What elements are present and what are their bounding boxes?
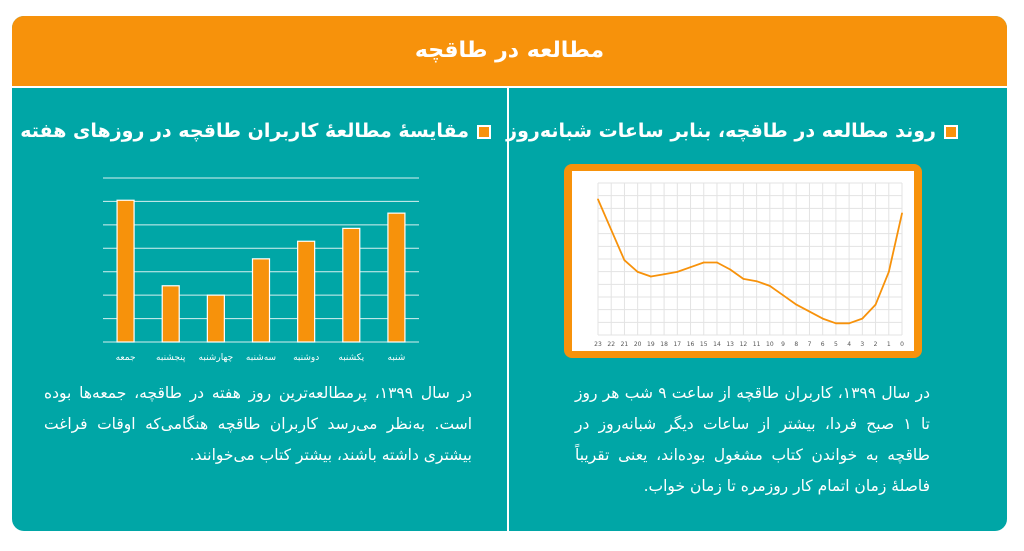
line-chart-point — [597, 198, 599, 201]
line-chart-point — [861, 317, 864, 320]
right-heading-text: روند مطالعه در طاقچه، بنابر ساعات شبانه‌… — [506, 120, 936, 142]
left-panel-heading: مقایسهٔ مطالعهٔ کاربران طاقچه در روزهای … — [20, 120, 491, 142]
line-chart-x-tick: 3 — [860, 341, 864, 348]
panel-divider — [507, 88, 509, 531]
line-chart-x-tick: 23 — [594, 341, 602, 348]
line-chart-x-tick: 5 — [834, 341, 838, 348]
line-chart-x-tick: 1 — [887, 341, 891, 348]
right-panel-paragraph: در سال ۱۳۹۹، کاربران طاقچه از ساعت ۹ شب … — [575, 384, 930, 495]
line-chart-point — [676, 270, 679, 273]
line-chart-point — [755, 280, 758, 283]
bar-chart-bar — [342, 227, 361, 343]
bar-chart-bar — [297, 240, 316, 343]
line-chart-point — [821, 317, 824, 320]
bar-chart-category-label: یکشنبه — [338, 353, 364, 363]
line-chart-point — [887, 270, 890, 273]
bar-chart-bar — [161, 285, 180, 343]
title-banner: مطالعه در طاقچه — [12, 16, 1007, 88]
line-chart-x-tick: 6 — [821, 341, 825, 348]
line-chart-point — [663, 273, 665, 276]
line-chart-point — [689, 266, 692, 269]
line-chart-x-tick: 20 — [634, 341, 642, 348]
line-chart: 23 22 21 20 19 18 17 16 15 14 13 12 11 10 9 8 7 6 5 4 3 2 1 0 — [594, 182, 904, 348]
bar-chart-bar — [116, 199, 135, 343]
line-chart-x-tick: 8 — [794, 341, 798, 348]
line-chart-x-tick: 19 — [647, 341, 655, 348]
line-chart-point — [835, 322, 837, 325]
line-chart-x-tick: 10 — [766, 341, 774, 348]
bar-chart-bar — [206, 294, 225, 343]
bar-chart-bar — [387, 212, 406, 343]
line-chart-x-tick: 18 — [660, 341, 668, 348]
line-chart-point — [901, 212, 903, 215]
bar-chart-bar — [251, 258, 271, 343]
line-chart-point — [716, 261, 718, 264]
line-chart-point — [702, 261, 705, 264]
line-chart-series-line — [597, 199, 903, 325]
banner-title: مطالعه در طاقچه — [414, 38, 605, 63]
bar-chart-category-label: سه‌شنبه — [246, 353, 276, 363]
left-heading-text: مقایسهٔ مطالعهٔ کاربران طاقچه در روزهای … — [20, 120, 469, 142]
line-chart-x-tick: 2 — [874, 341, 878, 348]
bar-chart-category-label: جمعه — [116, 353, 136, 363]
line-chart-point — [795, 303, 798, 306]
line-chart-x-tick: 16 — [687, 341, 695, 348]
line-chart-point — [768, 284, 771, 287]
line-chart-x-tick: 14 — [713, 341, 721, 348]
line-chart-x-tick: 17 — [673, 341, 681, 348]
line-chart-x-tick: 13 — [726, 341, 734, 348]
line-chart-point — [623, 259, 626, 262]
line-chart-x-tick: 15 — [700, 341, 708, 348]
orange-square-bullet-icon — [477, 124, 491, 139]
right-panel-heading: روند مطالعه در طاقچه، بنابر ساعات شبانه‌… — [506, 120, 958, 142]
line-chart-point — [610, 228, 613, 231]
line-chart-x-tick: 12 — [740, 341, 748, 348]
bar-chart-category-label: دوشنبه — [293, 353, 319, 363]
line-chart-point — [729, 268, 732, 271]
orange-square-bullet-icon — [944, 124, 958, 139]
line-chart-x-tick: 11 — [753, 341, 761, 348]
line-chart-x-tick: 0 — [900, 341, 904, 348]
line-chart-point — [848, 322, 851, 325]
line-chart-frame: 23 22 21 20 19 18 17 16 15 14 13 12 11 10 9 8 7 6 5 4 3 2 1 0 — [564, 164, 922, 358]
line-chart-point — [874, 303, 877, 306]
line-chart-x-tick: 21 — [621, 341, 629, 348]
left-panel-paragraph: در سال ۱۳۹۹، پرمطالعه‌ترین روز هفته در ط… — [44, 384, 472, 464]
line-chart-x-tick: 4 — [847, 341, 851, 348]
bar-chart: شنبه یکشنبه دوشنبه سه‌شنبه چهارشنبه پنجشنبه جم… — [103, 177, 419, 363]
line-chart-point — [636, 270, 639, 273]
line-chart-x-tick: 7 — [808, 341, 812, 348]
line-chart-point — [649, 275, 652, 278]
bar-chart-category-label: شنبه — [388, 353, 406, 363]
line-chart-panel: 23 22 21 20 19 18 17 16 15 14 13 12 11 10 9 8 7 6 5 4 3 2 1 0 — [572, 171, 914, 351]
line-chart-x-tick: 22 — [607, 341, 615, 348]
line-chart-point — [742, 277, 745, 280]
bar-chart-category-label: پنجشنبه — [156, 353, 186, 363]
line-chart-x-tick: 9 — [781, 341, 785, 348]
bar-chart-category-label: چهارشنبه — [199, 353, 234, 363]
line-chart-point — [782, 294, 784, 297]
line-chart-point — [808, 310, 811, 313]
